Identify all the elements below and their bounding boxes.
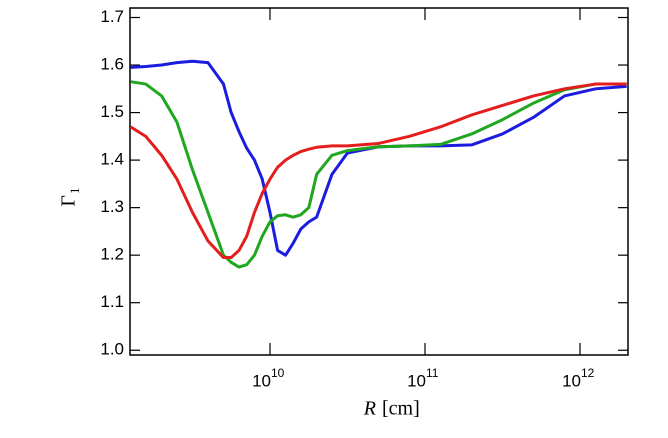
y-tick-label: 1.1	[100, 292, 124, 311]
x-tick-label-exponent: 10	[271, 366, 285, 380]
y-tick-label: 1.5	[100, 102, 124, 121]
y-tick-label: 1.4	[100, 150, 124, 169]
x-tick-label-exponent: 12	[581, 366, 595, 380]
y-tick-label: 1.3	[100, 197, 124, 216]
y-tick-label: 1.0	[100, 340, 124, 359]
series-line	[129, 82, 627, 260]
y-tick-label: 1.7	[100, 7, 124, 26]
x-tick-label: 10	[407, 371, 426, 390]
y-tick-label: 1.2	[100, 245, 124, 264]
series-line	[130, 80, 627, 269]
y-axis-label: Γ 1	[58, 188, 82, 207]
series-line	[130, 59, 627, 257]
x-axis-label: [cm]	[382, 398, 420, 420]
x-axis-label: R	[363, 398, 376, 420]
y-tick-label: 1.6	[100, 55, 124, 74]
x-tick-label: 10	[252, 371, 271, 390]
x-tick-label-exponent: 11	[426, 366, 439, 380]
plot-frame	[129, 7, 629, 356]
x-tick-label: 10	[562, 371, 581, 390]
y-axis-label: Γ	[58, 195, 80, 207]
y-axis-label-sub: 1	[67, 188, 82, 195]
